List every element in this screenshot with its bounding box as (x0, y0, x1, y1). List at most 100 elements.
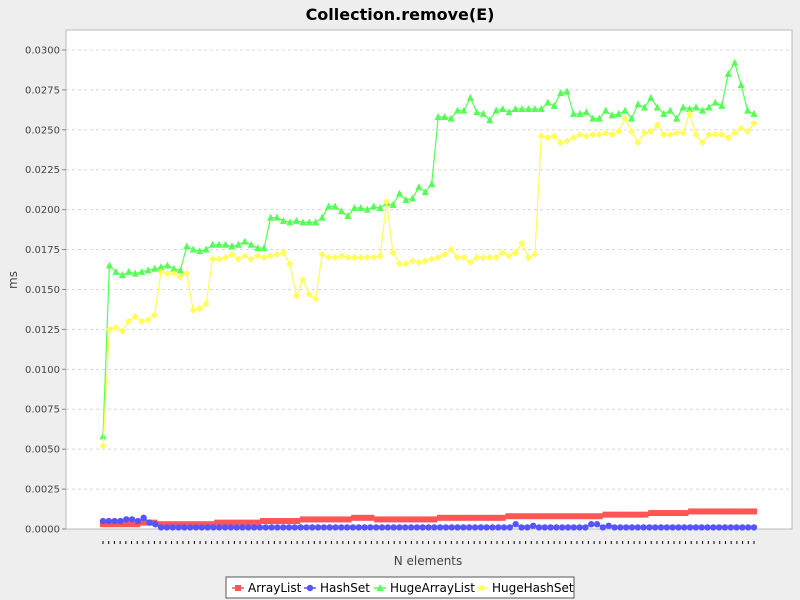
data-point (267, 252, 275, 260)
data-point (273, 213, 281, 221)
data-point (362, 514, 369, 521)
data-point (356, 514, 363, 521)
data-point (152, 521, 159, 528)
data-point (483, 524, 490, 531)
data-point (488, 514, 495, 521)
data-point (273, 250, 281, 258)
data-point (128, 516, 136, 523)
data-point (189, 245, 197, 253)
data-point (186, 524, 194, 531)
data-point (602, 106, 610, 114)
data-point (391, 516, 398, 523)
data-point (285, 524, 293, 531)
data-point (125, 317, 133, 325)
data-point (676, 510, 683, 517)
data-point (282, 518, 289, 525)
data-point (731, 129, 739, 137)
data-point (372, 524, 380, 531)
data-point (216, 524, 223, 531)
data-point (608, 131, 616, 139)
data-point (303, 524, 310, 531)
data-point (221, 524, 229, 531)
data-point (368, 514, 375, 521)
data-point (291, 524, 299, 531)
data-point (305, 516, 312, 523)
data-point (117, 521, 124, 528)
data-point (733, 524, 740, 531)
data-point (318, 250, 326, 258)
data-point (331, 202, 339, 210)
data-point (219, 519, 226, 526)
data-point (605, 522, 612, 530)
legend-box (225, 576, 575, 599)
data-point (111, 521, 118, 528)
data-point (718, 131, 726, 139)
data-point (573, 513, 580, 520)
data-point (192, 524, 200, 531)
data-point (317, 516, 323, 523)
data-point (489, 524, 496, 531)
data-point (402, 260, 410, 268)
data-point (305, 290, 313, 298)
data-point (139, 519, 146, 526)
data-point (499, 105, 507, 113)
data-point (698, 524, 705, 531)
data-point (563, 137, 571, 145)
data-point (117, 517, 124, 525)
data-point (647, 127, 655, 135)
data-point (299, 516, 306, 523)
data-point (524, 254, 532, 262)
data-point (673, 129, 681, 137)
data-point (185, 521, 192, 528)
data-point (539, 513, 546, 520)
data-point (471, 514, 478, 521)
data-point (210, 524, 217, 531)
data-point (634, 524, 641, 531)
data-point (227, 524, 235, 531)
data-point (705, 131, 713, 139)
y-tick-label: 0.0250 (25, 125, 60, 136)
data-point (739, 508, 746, 515)
data-point (744, 524, 752, 531)
data-point (363, 254, 371, 262)
data-point (274, 524, 281, 531)
data-point (686, 110, 694, 118)
data-point (441, 250, 449, 258)
data-point (537, 105, 545, 113)
data-point (500, 524, 508, 531)
data-point (247, 255, 255, 263)
data-point (254, 252, 262, 260)
data-point (466, 258, 474, 266)
data-point (419, 524, 426, 531)
data-point (241, 252, 249, 260)
data-point (292, 292, 300, 300)
data-point (415, 258, 423, 266)
data-point (599, 524, 607, 531)
data-point (271, 518, 278, 525)
data-point (379, 516, 386, 523)
data-point (535, 524, 543, 531)
data-point (402, 524, 409, 531)
data-point (183, 270, 191, 278)
data-point (408, 257, 416, 265)
data-point (751, 508, 757, 515)
data-point (157, 521, 164, 528)
data-point (602, 129, 610, 137)
data-point (544, 98, 552, 106)
data-point (384, 524, 392, 531)
data-point (518, 239, 526, 247)
data-point (537, 132, 545, 140)
data-point (492, 254, 500, 262)
data-point (414, 516, 421, 523)
data-point (248, 519, 255, 526)
data-point (169, 524, 176, 531)
data-point (367, 524, 374, 531)
data-point (191, 521, 198, 528)
data-point (570, 134, 578, 142)
data-point (698, 139, 706, 147)
data-point (686, 524, 694, 531)
data-point (724, 134, 732, 142)
y-tick-label: 0.0300 (25, 45, 60, 56)
data-point (357, 254, 365, 262)
data-point (636, 511, 643, 518)
